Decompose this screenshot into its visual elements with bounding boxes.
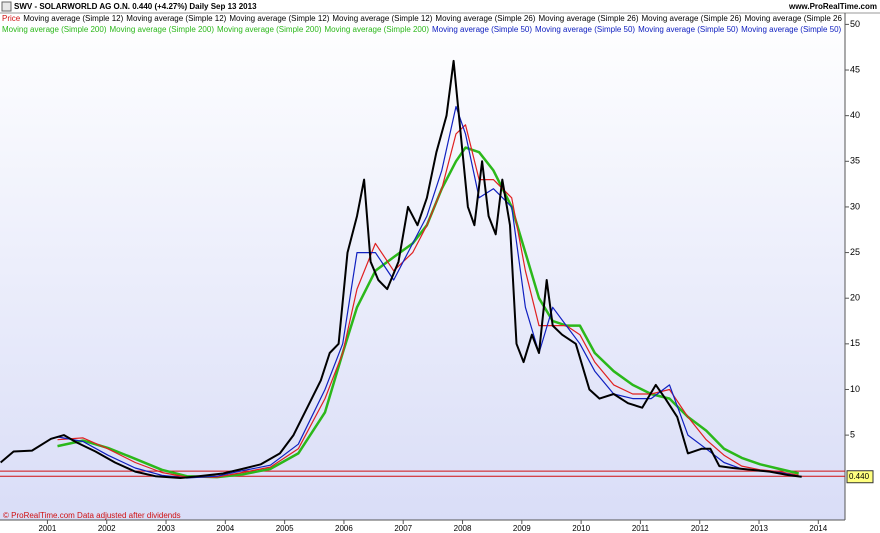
series-line — [57, 105, 799, 479]
legend-entry: Moving average (Simple 26) — [538, 14, 639, 23]
legend-entry: Moving average (Simple 26) — [744, 14, 842, 23]
legend-entry: Moving average (Simple 50) — [432, 25, 533, 34]
legend-entry: Moving average (Simple 26) — [435, 14, 536, 23]
legend-entry: Moving average (Simple 50) — [638, 25, 739, 34]
y-tick-label: 5 — [850, 429, 855, 439]
x-tick-label: 2002 — [98, 524, 116, 533]
legend-entry: Moving average (Simple 12) — [229, 14, 330, 23]
legend-entry: Moving average (Simple 26) — [641, 14, 742, 23]
x-tick-label: 2014 — [809, 524, 827, 533]
x-tick-label: 2008 — [454, 524, 472, 533]
legend-entry: Moving average (Simple 200) — [2, 25, 107, 34]
x-tick-label: 2005 — [276, 524, 294, 533]
app-icon — [1, 1, 12, 12]
plot-area — [0, 13, 845, 520]
x-tick-label: 2013 — [750, 524, 768, 533]
legend-entry: Moving average (Simple 12) — [126, 14, 227, 23]
x-tick-label: 2004 — [216, 524, 234, 533]
y-tick-label: 10 — [850, 384, 860, 394]
footer: © ProRealTime.com Data adjusted after di… — [3, 511, 181, 520]
x-tick-label: 2010 — [572, 524, 590, 533]
x-tick-label: 2012 — [691, 524, 709, 533]
x-tick-label: 2011 — [632, 524, 650, 533]
x-tick-label: 2006 — [335, 524, 353, 533]
last-value-label: 0.440 — [849, 472, 870, 481]
legend-entry: Moving average (Simple 50) — [535, 25, 636, 34]
legend-entry: Moving average (Simple 50) — [741, 25, 842, 34]
legend-entry: Moving average (Simple 200) — [324, 25, 430, 34]
y-tick-label: 20 — [850, 293, 860, 303]
series-line — [57, 124, 799, 478]
x-tick-label: 2009 — [513, 524, 531, 533]
y-tick-label: 40 — [850, 110, 860, 120]
y-tick-label: 30 — [850, 201, 860, 211]
series-line — [0, 59, 802, 479]
legend-entry: Moving average (Simple 12) — [23, 14, 124, 23]
y-tick-label: 15 — [850, 338, 860, 348]
y-tick-label: 35 — [850, 156, 860, 166]
y-tick-label: 45 — [850, 64, 860, 74]
x-tick-label: 2001 — [39, 524, 57, 533]
legend-row: Moving average (Simple 200) Moving averag… — [2, 25, 842, 34]
legend-entry: Moving average (Simple 200) — [217, 25, 322, 34]
y-tick-label: 50 — [850, 19, 860, 29]
legend-entry: Moving average (Simple 12) — [332, 14, 433, 23]
legend-entry: Moving average (Simple 200) — [109, 25, 215, 34]
y-tick-label: 25 — [850, 247, 860, 257]
legend-row: Price Moving average (Simple 12) Moving av… — [2, 14, 842, 23]
x-tick-label: 2007 — [394, 524, 412, 533]
source: www.ProRealTime.com — [788, 2, 877, 11]
chart-title: SWV - SOLARWORLD AG O.N. 0.440 (+4.27%) … — [14, 2, 257, 11]
legend-entry: Price — [2, 14, 21, 23]
x-tick-label: 2003 — [157, 524, 175, 533]
last-value-box — [846, 470, 874, 484]
